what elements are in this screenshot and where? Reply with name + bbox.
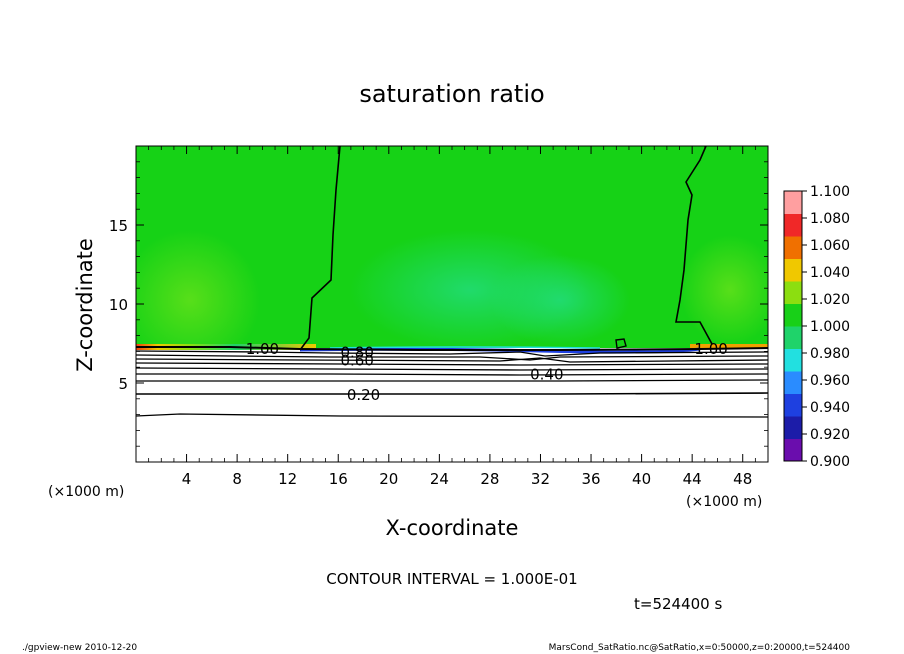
footer-right: MarsCond_SatRatio.nc@SatRatio,x=0:50000,…	[549, 643, 851, 653]
contour-line	[136, 354, 768, 361]
colorbar-swatch	[784, 236, 802, 259]
y-tick-label: 10	[109, 296, 128, 314]
x-tick-label: 36	[581, 470, 600, 488]
contour-line	[136, 362, 768, 366]
colorbar-swatch	[784, 281, 802, 304]
colorbar-label: 1.100	[810, 184, 850, 200]
contour-line	[136, 373, 768, 376]
footer-left: ./gpview-new 2010-12-20	[22, 643, 137, 653]
plot-area	[136, 146, 768, 462]
contour-line	[615, 338, 627, 349]
y-tick-label: 5	[118, 375, 128, 393]
contour-label: 0.80	[340, 343, 373, 361]
colorbar-swatch	[784, 393, 802, 417]
x-tick-label: 16	[329, 470, 348, 488]
contour-line	[675, 146, 713, 345]
x-unit-left: (×1000 m)	[48, 484, 124, 500]
x-tick-label: 4	[182, 470, 192, 488]
field-patch	[490, 255, 630, 345]
contour-line	[136, 367, 768, 371]
colorbar-label: 0.980	[810, 346, 850, 362]
y-axis: 5 10 15	[109, 161, 768, 447]
contour-label: 0.20	[347, 386, 380, 404]
x-tick-label: 32	[531, 470, 550, 488]
chart-title: saturation ratio	[359, 80, 544, 108]
colorbar-swatch	[784, 258, 802, 282]
contour-line	[136, 346, 768, 351]
x-tick-label: 48	[733, 470, 752, 488]
field-patch	[136, 230, 260, 370]
colorbar-label: 0.960	[810, 373, 850, 389]
colorbar-swatch	[784, 438, 802, 462]
contour-line	[136, 413, 768, 418]
colorbar-label: 1.020	[810, 292, 850, 308]
colorbar-label: 1.060	[810, 238, 850, 254]
x-tick-label: 40	[632, 470, 651, 488]
contour-label: 0.40	[530, 366, 563, 384]
colorbar-label: 0.940	[810, 400, 850, 416]
x-axis: 4 8 12 16 20 24 28 32 36 40 44 48	[148, 146, 756, 488]
colorbar-swatch	[784, 371, 802, 394]
colorbar-swatch	[784, 326, 802, 349]
contour-line	[299, 146, 341, 351]
colorbar: 0.900 0.920 0.940 0.960 0.980 1.000 1.020 1.040…	[783, 184, 850, 470]
colorbar-label: 1.000	[810, 319, 850, 335]
x-tick-label: 44	[683, 470, 702, 488]
contour-labels: 1.00 1.00 0.800.60 0.40 0.20	[246, 340, 728, 404]
contour-interval: CONTOUR INTERVAL = 1.000E-01	[326, 570, 577, 588]
colorbar-swatch	[784, 213, 802, 237]
colorbar-label: 1.080	[810, 211, 850, 227]
colorbar-swatch	[784, 191, 802, 214]
contour-line	[136, 350, 768, 357]
colorbar-label: 1.040	[810, 265, 850, 281]
x-tick-label: 24	[430, 470, 449, 488]
colorbar-label: 0.920	[810, 427, 850, 443]
contour-line	[136, 357, 768, 363]
x-unit-right: (×1000 m)	[686, 494, 762, 510]
time-label: t=524400 s	[634, 595, 722, 613]
colorbar-swatch	[784, 416, 802, 439]
contour-label: 1.00	[694, 340, 727, 358]
undersaturated-edge	[329, 346, 601, 349]
field-patch	[680, 235, 768, 345]
contour-label: 1.00	[246, 340, 279, 358]
y-tick-label: 15	[109, 217, 128, 235]
contour-label: 0.60	[340, 351, 373, 369]
supersaturated-layer	[690, 344, 768, 349]
x-tick-label: 20	[379, 470, 398, 488]
subsaturated-region	[136, 348, 768, 462]
colorbar-swatch	[784, 348, 802, 372]
x-tick-label: 28	[480, 470, 499, 488]
colorbar-swatch	[784, 303, 802, 327]
contour-line	[136, 392, 768, 395]
y-axis-label: Z-coordinate	[73, 238, 97, 372]
colorbar-label: 0.900	[810, 454, 850, 470]
x-tick-label: 12	[278, 470, 297, 488]
x-tick-label: 8	[232, 470, 242, 488]
x-axis-label: X-coordinate	[386, 516, 519, 540]
contour-line	[136, 379, 768, 382]
